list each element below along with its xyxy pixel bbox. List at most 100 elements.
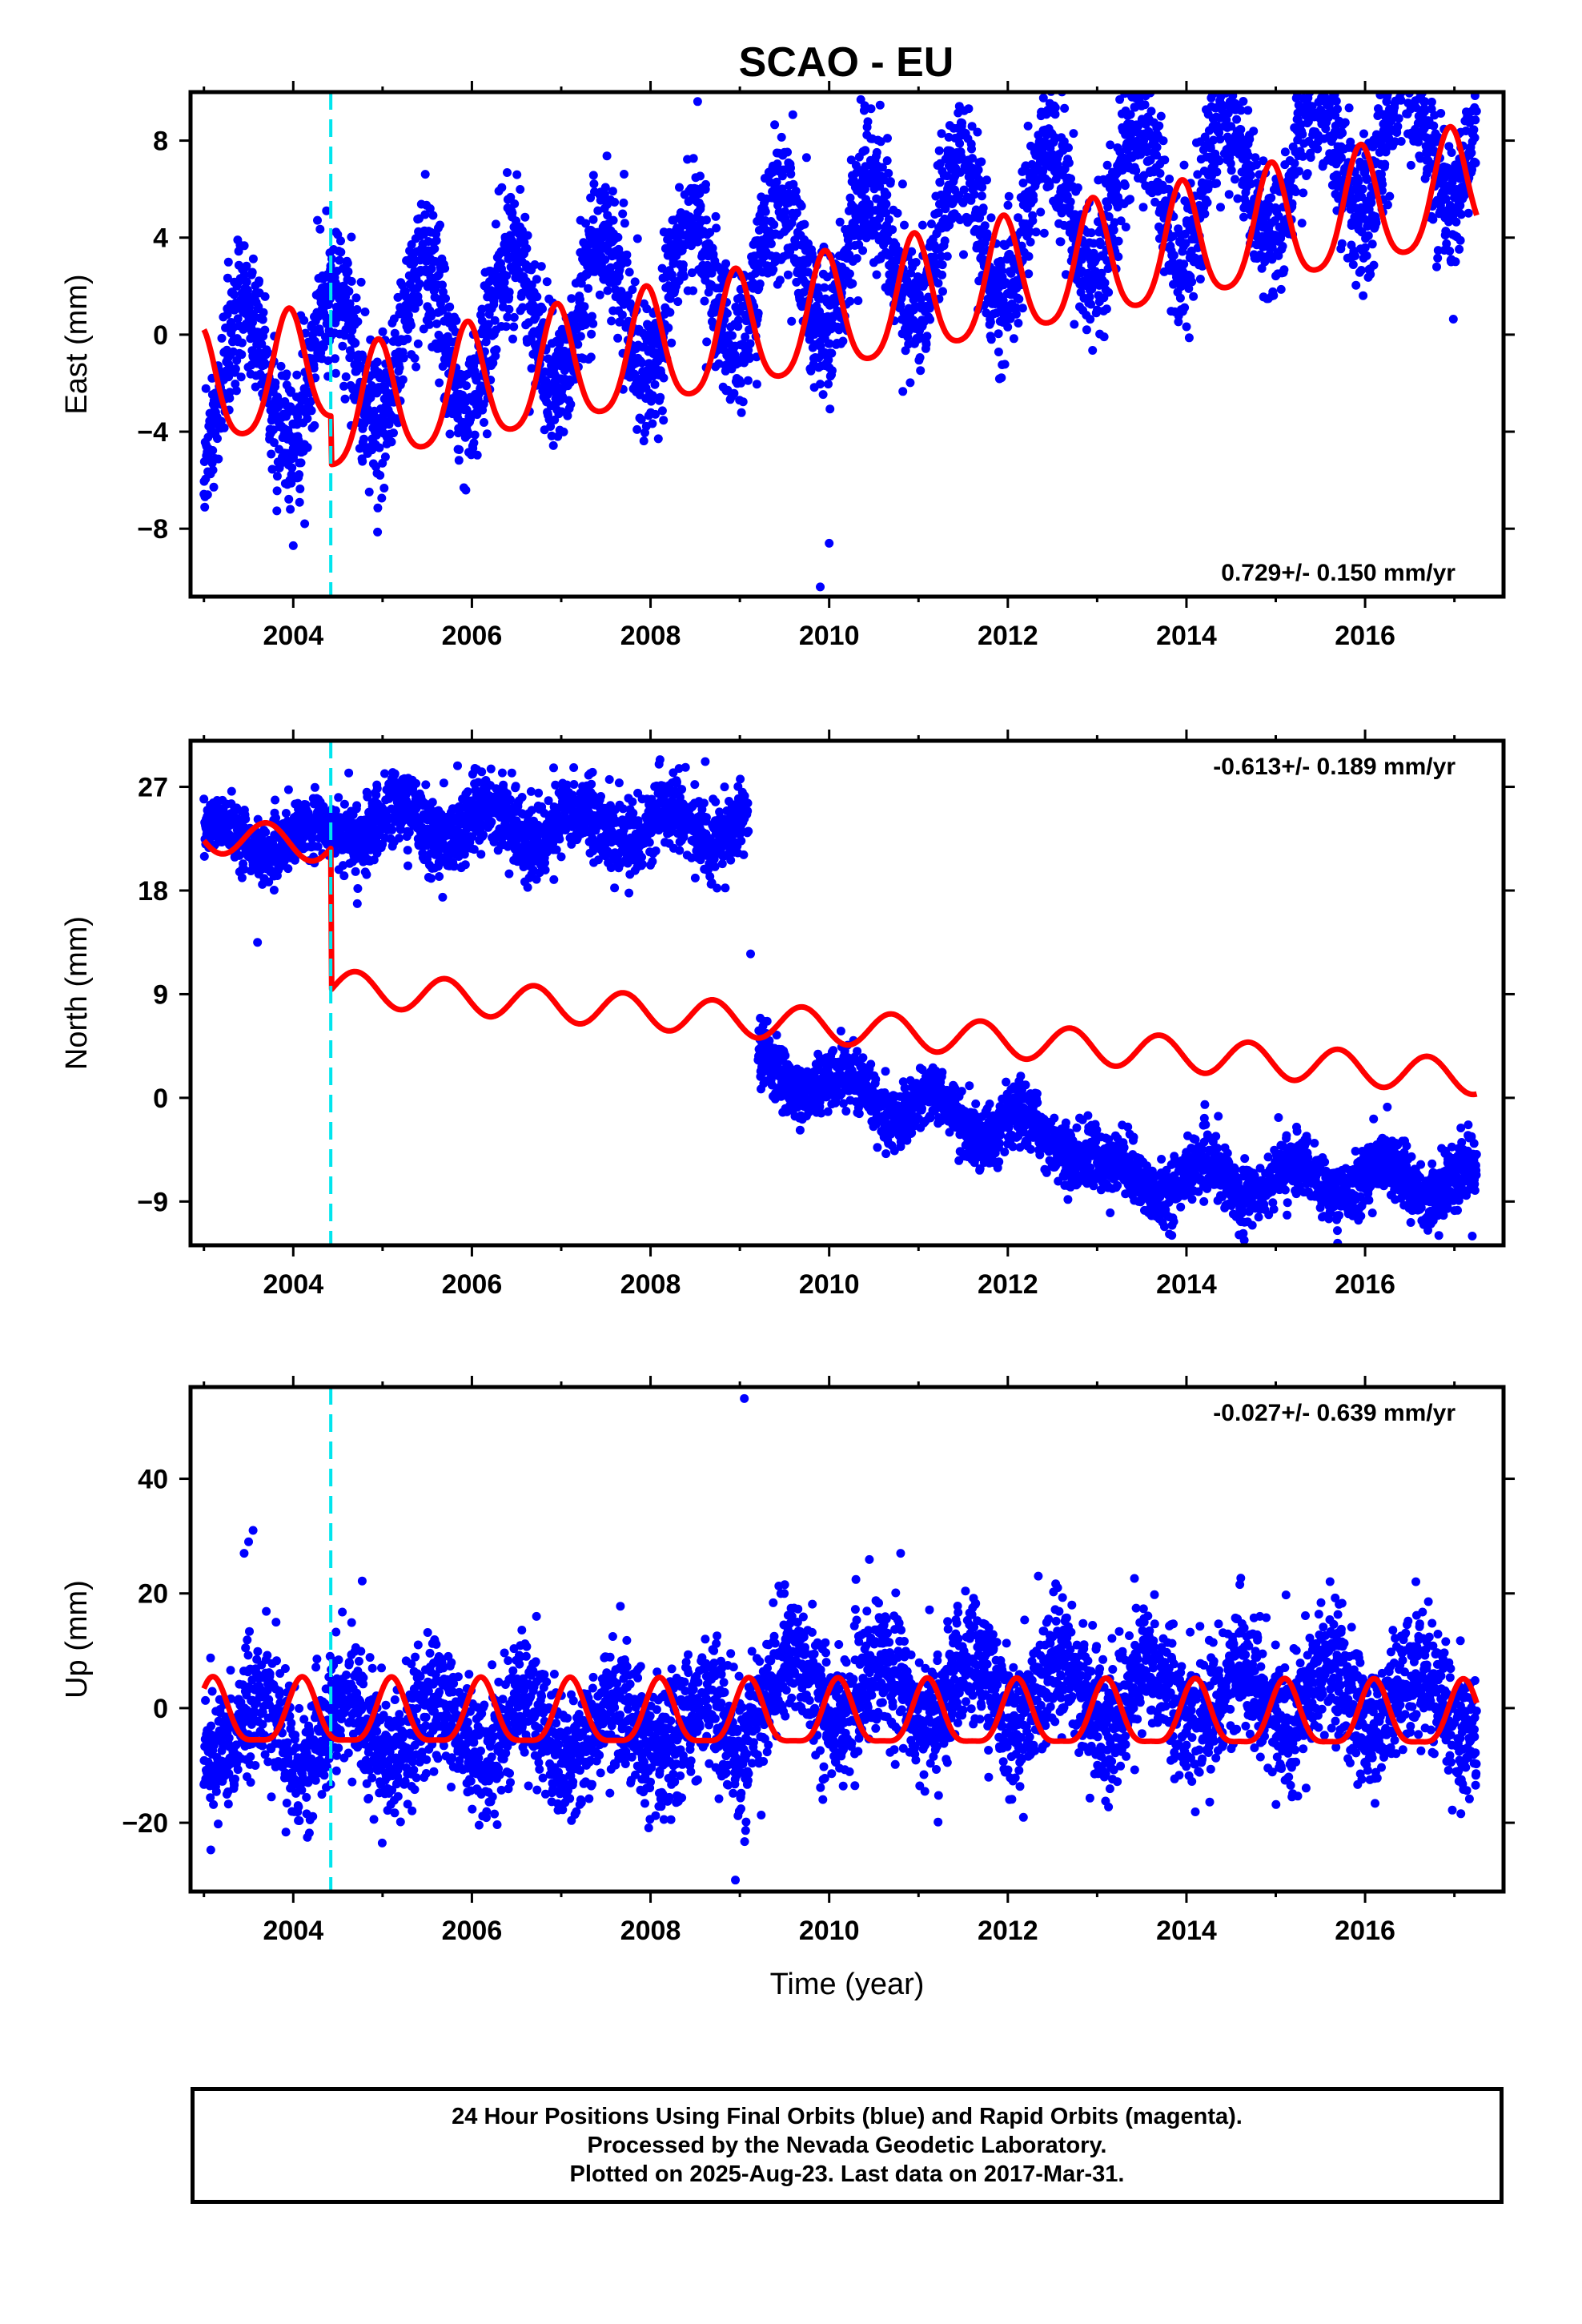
east-point (648, 419, 657, 428)
east-point (916, 366, 926, 376)
north-point (281, 809, 291, 818)
east-point (883, 134, 892, 143)
east-point (427, 264, 436, 274)
east-point (964, 62, 973, 71)
east-point (1402, 58, 1411, 66)
east-point (766, 239, 776, 248)
east-point (1351, 251, 1359, 260)
east-point (1156, 111, 1166, 121)
east-point (705, 227, 715, 237)
east-point (1122, 79, 1131, 88)
east-point (1103, 203, 1113, 211)
east-point (506, 192, 516, 202)
east-point (1362, 175, 1371, 184)
east-point (1050, 0, 1058, 8)
east-point (980, 221, 990, 231)
east-point (267, 449, 276, 459)
east-point (576, 295, 584, 304)
east-point (1239, 212, 1248, 222)
east-point (1213, 60, 1222, 69)
east-point (783, 147, 792, 157)
east-point (745, 339, 755, 348)
east-point (1249, 127, 1259, 136)
north-point (235, 850, 244, 860)
east-point (1038, 93, 1048, 103)
east-point (632, 234, 642, 243)
east-point (593, 206, 603, 215)
east-point (224, 372, 234, 382)
east-point (1246, 171, 1255, 180)
east-point (282, 369, 291, 379)
east-point (566, 400, 576, 409)
east-point (1298, 151, 1307, 161)
east-point (1014, 295, 1024, 304)
east-point (900, 220, 909, 230)
east-point (911, 258, 921, 267)
east-point (624, 267, 634, 277)
east-point (944, 132, 954, 142)
east-point (986, 335, 996, 344)
east-point (584, 283, 593, 293)
east-point (236, 372, 246, 382)
east-point (1073, 183, 1082, 192)
east-point (1259, 156, 1268, 166)
east-point (231, 364, 240, 374)
east-point (1401, 79, 1410, 88)
east-point (1360, 243, 1370, 252)
east-point (1212, 179, 1222, 188)
east-point (1344, 103, 1354, 113)
north-point (199, 794, 209, 804)
east-point (922, 332, 932, 341)
east-point (1184, 333, 1194, 343)
east-point (816, 380, 825, 389)
east-point (610, 198, 620, 207)
east-point (1356, 266, 1366, 275)
east-point (286, 505, 295, 514)
east-point (628, 285, 637, 295)
east-point (1354, 177, 1363, 187)
east-point (260, 292, 270, 301)
east-point (500, 278, 509, 287)
east-point (377, 493, 387, 503)
east-point (1230, 63, 1239, 72)
east-point (792, 277, 801, 287)
east-point (1340, 118, 1350, 127)
east-point (964, 104, 974, 114)
east-point (613, 232, 623, 242)
east-point (1317, 46, 1326, 55)
east-point (1024, 251, 1034, 261)
east-point (1380, 159, 1390, 169)
north-point (261, 827, 271, 837)
east-point (709, 250, 718, 259)
east-point (877, 163, 887, 172)
east-point (1421, 39, 1430, 48)
east-point (1269, 291, 1279, 300)
east-point (1358, 184, 1367, 194)
east-point (800, 219, 809, 229)
east-point (339, 381, 348, 391)
east-point (865, 199, 874, 209)
east-point (930, 252, 939, 262)
east-point (1069, 129, 1078, 139)
east-point (1406, 62, 1415, 71)
east-point (1045, 181, 1054, 191)
east-point (1467, 148, 1476, 158)
east-point (299, 316, 309, 325)
east-point (1224, 4, 1233, 13)
east-point (1066, 197, 1075, 207)
east-point (1193, 170, 1203, 179)
east-point (769, 265, 778, 275)
east-plot-area (199, 0, 1481, 597)
east-point (884, 215, 893, 224)
east-point (1227, 122, 1236, 131)
east-point (535, 330, 544, 340)
east-point (352, 305, 362, 314)
east-point (356, 277, 366, 287)
east-point (1126, 110, 1135, 119)
east-x-tick-label: 2012 (978, 621, 1038, 651)
east-point (548, 440, 558, 450)
east-y-tick-label: 8 (153, 127, 168, 157)
east-point (1139, 69, 1148, 78)
east-point (978, 203, 988, 213)
east-point (292, 370, 302, 380)
